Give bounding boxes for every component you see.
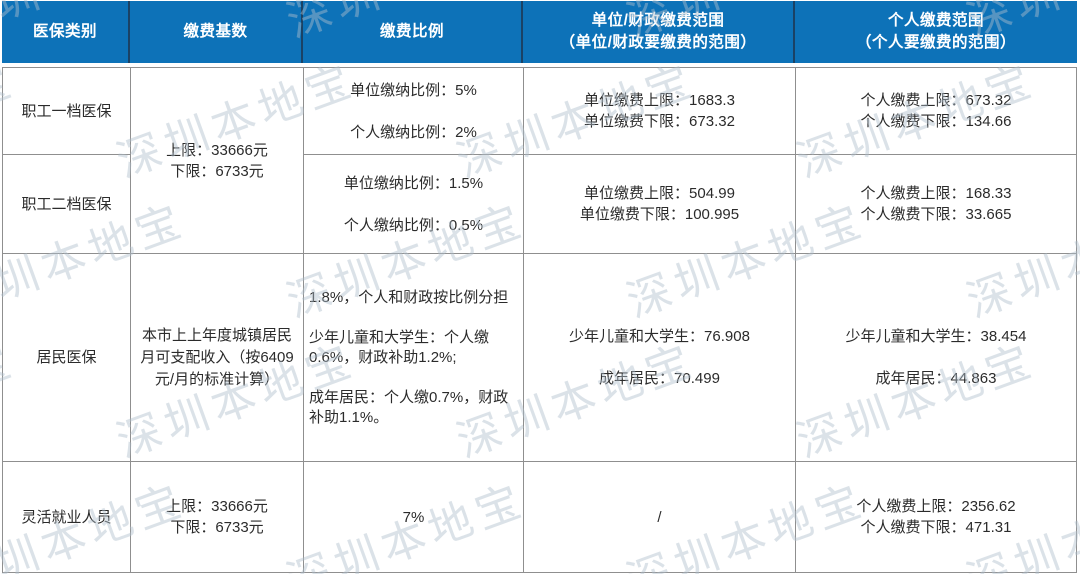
header-insurance-type: 医保类别 — [2, 1, 130, 63]
cell-tier1-ratio: 单位缴纳比例：5% 个人缴纳比例：2% — [304, 68, 524, 155]
cell-flexible-payment-base: 上限：33666元 下限：6733元 — [131, 462, 304, 572]
cell-flexible-personal-range: 个人缴费上限：2356.62 个人缴费下限：471.31 — [856, 498, 1016, 536]
cell-tier2-ratio: 单位缴纳比例：1.5% 个人缴纳比例：0.5% — [304, 155, 524, 254]
cell-flexible-ratio: 7% — [304, 462, 524, 572]
header-employer-fiscal-range: 单位/财政缴费范围 （单位/财政要缴费的范围） — [523, 1, 795, 63]
cell-flexible-category: 灵活就业人员 — [3, 462, 131, 572]
cell-flexible-employer-range: / — [524, 462, 796, 572]
cell-tier2-category: 职工二档医保 — [3, 155, 131, 254]
header-payment-ratio: 缴费比例 — [303, 1, 523, 63]
table-body: 职工一档医保 上限：33666元 下限：6733元 单位缴纳比例：5% 个人缴纳… — [2, 67, 1077, 573]
cell-tier2-personal-range: 个人缴费上限：168.33 个人缴费下限：33.665 — [796, 155, 1076, 254]
header-personal-range: 个人缴费范围 （个人要缴费的范围） — [855, 12, 1016, 51]
table-header-row: 医保类别 缴费基数 缴费比例 单位/财政缴费范围 （单位/财政要缴费的范围） 个… — [2, 1, 1077, 63]
cell-tier1-2-payment-base: 上限：33666元 下限：6733元 — [131, 68, 304, 254]
cell-resident-ratio: 1.8%，个人和财政按比例分担 少年儿童和大学生：个人缴 0.6%，财政补助1.… — [304, 254, 524, 462]
cell-tier1-category: 职工一档医保 — [3, 68, 131, 155]
cell-tier1-personal-range: 个人缴费上限：673.32 个人缴费下限：134.66 — [796, 68, 1076, 155]
header-payment-base: 缴费基数 — [130, 1, 303, 63]
cell-resident-employer-range: 少年儿童和大学生：76.908 成年居民：70.499 — [524, 254, 796, 462]
cell-resident-payment-base: 本市上上年度城镇居民 月可支配收入（按6409 元/月的标准计算） — [131, 254, 304, 462]
cell-tier1-employer-range: 单位缴费上限：1683.3 单位缴费下限：673.32 — [524, 68, 796, 155]
cell-tier2-employer-range: 单位缴费上限：504.99 单位缴费下限：100.995 — [524, 155, 796, 254]
cell-resident-category: 居民医保 — [3, 254, 131, 462]
cell-resident-personal-range: 少年儿童和大学生：38.454 成年居民：44.863 — [796, 254, 1076, 462]
